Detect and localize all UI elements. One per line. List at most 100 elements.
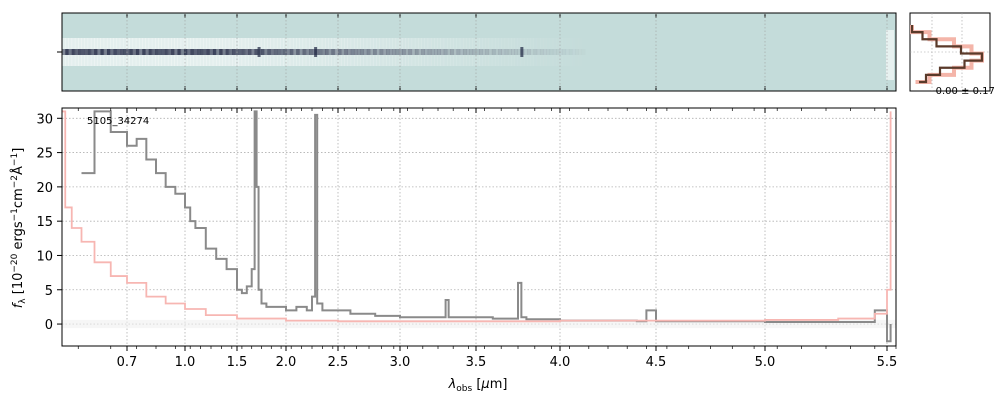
trace-core (469, 49, 474, 55)
trace-core (87, 49, 92, 55)
trace-core (212, 49, 217, 55)
trace-glow (488, 38, 493, 66)
trace-glow (552, 38, 557, 66)
trace-core (456, 49, 461, 55)
trace-core (286, 49, 291, 55)
trace-core (315, 49, 320, 55)
trace-core (161, 49, 166, 55)
trace-core (273, 49, 278, 55)
trace-core (90, 49, 95, 55)
trace-core (321, 49, 326, 55)
trace-core (366, 49, 371, 55)
trace-glow (523, 38, 528, 66)
trace-glow (511, 38, 515, 66)
trace-core (62, 49, 66, 55)
trace-glow (453, 38, 458, 66)
trace-glow (479, 38, 483, 66)
trace-glow (353, 38, 358, 66)
x-axis-label: λobs [μm] (448, 377, 508, 394)
trace-core (392, 49, 397, 55)
x-tick-label: 2.0 (276, 355, 297, 370)
trace-core (504, 49, 509, 55)
trace-core (427, 49, 432, 55)
trace-core (248, 49, 252, 55)
trace-core (414, 49, 419, 55)
trace-glow (495, 38, 499, 66)
trace-core (116, 49, 121, 55)
trace-core (264, 49, 268, 55)
trace-glow (440, 38, 445, 66)
trace-core (530, 49, 535, 55)
trace-core (459, 49, 464, 55)
x-tick-label: 5.0 (755, 355, 776, 370)
series-lines (62, 110, 892, 343)
trace-glow (414, 38, 419, 66)
trace-core (241, 49, 246, 55)
trace-core (325, 49, 329, 55)
trace-core (129, 49, 134, 55)
trace-core (479, 49, 483, 55)
trace-core (292, 49, 297, 55)
trace-core (132, 49, 137, 55)
trace-core (466, 49, 470, 55)
trace-core (280, 49, 284, 55)
trace-core (389, 49, 393, 55)
trace-core (283, 49, 288, 55)
trace-core (549, 49, 554, 55)
trace-core (71, 49, 76, 55)
trace-glow (305, 38, 310, 66)
trace-core (244, 49, 249, 55)
trace-glow (382, 38, 387, 66)
grid-lines (62, 108, 896, 346)
trace-glow (418, 38, 422, 66)
trace-glow (549, 38, 554, 66)
trace-glow (411, 38, 416, 66)
trace-glow (443, 38, 448, 66)
trace-core (462, 49, 467, 55)
trace-glow (562, 38, 567, 66)
trace-core (337, 49, 342, 55)
x-ticks: 0.7 1.0 1.5 2.0 2.5 3.0 3.5 4.0 4.5 5.0 5.5 (77, 108, 897, 370)
trace-core (443, 49, 448, 55)
data-profile-line (910, 25, 984, 84)
spectrum-2d-panel (57, 12, 897, 92)
trace-core (193, 49, 198, 55)
y-tick-label: 20 (36, 181, 53, 196)
trace-core (74, 49, 79, 55)
trace-core (514, 49, 518, 55)
trace-core (501, 49, 506, 55)
trace-core (485, 49, 490, 55)
trace-core (421, 49, 425, 55)
trace-core (533, 49, 538, 55)
trace-core (446, 49, 451, 55)
x-tick-label: 2.5 (328, 355, 349, 370)
trace-glow (341, 38, 345, 66)
trace-core (450, 49, 454, 55)
trace-core (135, 49, 140, 55)
trace-core (81, 49, 85, 55)
trace-glow (498, 38, 502, 66)
trace-core (369, 49, 374, 55)
trace-core (167, 49, 172, 55)
profile-annotation: -0.00 ± 0.17 (932, 86, 995, 97)
trace-glow (462, 38, 467, 66)
trace-core (119, 49, 124, 55)
x-tick-label: 0.7 (117, 355, 138, 370)
emission-feature (314, 47, 318, 57)
trace-glow (527, 38, 531, 66)
trace-glow (369, 38, 374, 66)
trace-core (142, 49, 146, 55)
trace-core (155, 49, 159, 55)
trace-core (148, 49, 153, 55)
trace-core (232, 49, 236, 55)
trace-core (84, 49, 89, 55)
trace-core (68, 49, 73, 55)
trace-core (405, 49, 409, 55)
trace-core (385, 49, 390, 55)
trace-glow (292, 38, 297, 66)
trace-edge (886, 30, 894, 80)
trace-core (440, 49, 445, 55)
trace-glow (469, 38, 474, 66)
trace-core (511, 49, 515, 55)
trace-core (106, 49, 111, 55)
